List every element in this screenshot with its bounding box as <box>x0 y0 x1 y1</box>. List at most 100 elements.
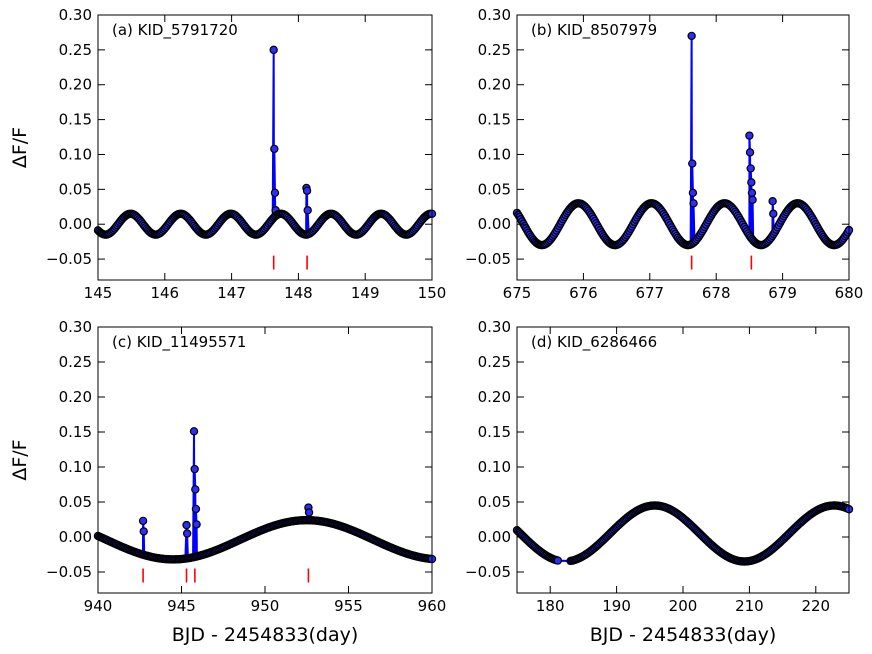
y-tick-label-b-6: 0.25 <box>478 41 511 59</box>
panel-title-d: (d) KID_6286466 <box>531 333 657 352</box>
y-tick-label-d-7: 0.30 <box>478 318 511 336</box>
data-point-a-139 <box>270 144 279 154</box>
data-point-b-212 <box>769 209 778 218</box>
data-point-a-168 <box>302 186 312 195</box>
panel-title-a: (a) KID_5791720 <box>112 21 238 40</box>
y-axis-label-a: ΔF/F <box>9 127 31 168</box>
y-tick-label-d-0: −0.05 <box>465 563 511 581</box>
y-tick-label-a-2: 0.05 <box>59 180 92 198</box>
y-tick-label-a-1: 0.00 <box>59 215 92 233</box>
y-tick-label-a-7: 0.30 <box>59 6 92 24</box>
y-tick-label-b-5: 0.20 <box>478 76 511 94</box>
y-tick-label-c-7: 0.30 <box>59 318 92 336</box>
y-tick-label-a-4: 0.15 <box>59 111 92 129</box>
panel-d: 180 190 200 210 220 −0.05 0.00 0.05 0.10 0.15 0.20… <box>465 318 854 646</box>
x-tick-label-d-3: 210 <box>735 597 764 615</box>
y-tick-label-b-2: 0.05 <box>478 180 511 198</box>
y-tick-label-d-4: 0.15 <box>478 423 511 441</box>
panel-title-c: (c) KID_11495571 <box>112 333 246 352</box>
x-tick-label-c-2: 950 <box>251 597 280 615</box>
y-tick-label-c-4: 0.15 <box>59 423 92 441</box>
y-tick-label-b-4: 0.15 <box>478 111 511 129</box>
data-point-c-79 <box>189 427 199 436</box>
data-point-a-137 <box>269 45 278 55</box>
x-tick-label-b-4: 679 <box>768 284 797 302</box>
y-tick-label-d-5: 0.20 <box>478 388 511 406</box>
y-tick-label-b-3: 0.10 <box>478 145 511 163</box>
x-tick-label-b-5: 680 <box>835 284 864 302</box>
data-point-c-36 <box>138 516 148 526</box>
x-tick-label-b-3: 678 <box>702 284 731 302</box>
y-tick-label-d-6: 0.25 <box>478 353 511 371</box>
x-tick-label-c-1: 945 <box>167 597 196 615</box>
x-tick-label-a-4: 149 <box>351 284 380 302</box>
y-tick-label-b-1: 0.00 <box>478 215 511 233</box>
y-tick-label-c-6: 0.25 <box>59 353 92 371</box>
panel-title-b: (b) KID_8507979 <box>531 21 657 40</box>
data-point-b-194 <box>748 195 757 204</box>
x-tick-label-a-2: 147 <box>217 284 246 302</box>
data-point-b-211 <box>768 196 777 206</box>
y-tick-label-d-2: 0.05 <box>478 493 511 511</box>
y-tick-label-d-1: 0.00 <box>478 528 511 546</box>
y-tick-label-d-3: 0.10 <box>478 458 511 476</box>
y-tick-label-a-5: 0.20 <box>59 76 92 94</box>
data-point-b-193 <box>747 188 757 198</box>
data-point-c-37 <box>139 527 148 536</box>
x-tick-label-a-1: 146 <box>150 284 179 302</box>
data-point-b-190 <box>746 164 755 173</box>
data-point-b-187 <box>745 131 754 140</box>
data-points-b <box>512 31 854 250</box>
x-axis-label-d: BJD - 2454833(day) <box>590 624 777 646</box>
data-points-a <box>93 45 437 239</box>
data-point-c-82 <box>191 485 200 494</box>
data-point-c-81 <box>190 464 199 474</box>
data-point-c-175 <box>304 508 314 517</box>
data-point-a-140 <box>270 188 280 198</box>
data-point-b-139 <box>688 159 697 168</box>
y-tick-label-c-5: 0.20 <box>59 388 92 406</box>
data-points-c <box>93 427 437 564</box>
data-point-b-142 <box>689 199 698 208</box>
x-tick-label-d-0: 180 <box>536 597 565 615</box>
axes-frame-d <box>516 326 850 594</box>
data-point-d-32 <box>553 556 563 565</box>
y-tick-label-c-0: −0.05 <box>46 563 92 581</box>
data-point-c-84 <box>191 504 201 514</box>
data-point-a-170 <box>303 206 312 215</box>
y-tick-label-b-0: −0.05 <box>465 250 511 268</box>
series-line-a <box>97 49 433 236</box>
y-tick-label-a-3: 0.10 <box>59 145 92 163</box>
x-axis-label-c: BJD - 2454833(day) <box>172 624 359 646</box>
data-point-b-191 <box>747 178 756 187</box>
panel-b: 675 676 677 678 679 680 −0.05 0.00 0.05 0.10 0.15 0… <box>465 6 863 302</box>
axes-frame-b <box>516 14 850 281</box>
data-point-b-188 <box>745 148 755 157</box>
x-tick-label-a-3: 148 <box>284 284 313 302</box>
data-point-b-137 <box>687 31 696 41</box>
y-tick-label-c-1: 0.00 <box>59 528 92 546</box>
x-tick-label-d-2: 200 <box>669 597 698 615</box>
axes-frame-a <box>97 14 433 281</box>
data-point-c-85 <box>192 520 201 529</box>
x-tick-label-c-3: 955 <box>334 597 363 615</box>
x-tick-label-b-0: 675 <box>503 284 532 302</box>
y-tick-label-c-3: 0.10 <box>59 458 92 476</box>
x-tick-label-c-4: 960 <box>418 597 447 615</box>
panel-c: 940 945 950 955 960 −0.05 0.00 0.05 0.10 0.15 0.20… <box>9 318 446 646</box>
x-tick-label-d-4: 220 <box>801 597 830 615</box>
data-points-d <box>512 501 854 566</box>
x-tick-label-d-1: 190 <box>602 597 631 615</box>
panel-a: 145 146 147 148 149 150 −0.05 0.00 0.05 0.10 0.15 0… <box>9 6 446 302</box>
y-tick-label-a-6: 0.25 <box>59 41 92 59</box>
x-tick-label-b-2: 677 <box>635 284 664 302</box>
data-point-c-71 <box>182 520 191 530</box>
x-tick-label-b-1: 676 <box>569 284 598 302</box>
x-tick-label-a-0: 145 <box>84 284 113 302</box>
data-point-c-73 <box>182 529 192 538</box>
data-point-b-140 <box>688 188 698 198</box>
y-tick-label-a-0: −0.05 <box>46 250 92 268</box>
y-tick-label-c-2: 0.05 <box>59 493 92 511</box>
y-axis-label-c: ΔF/F <box>9 439 31 480</box>
